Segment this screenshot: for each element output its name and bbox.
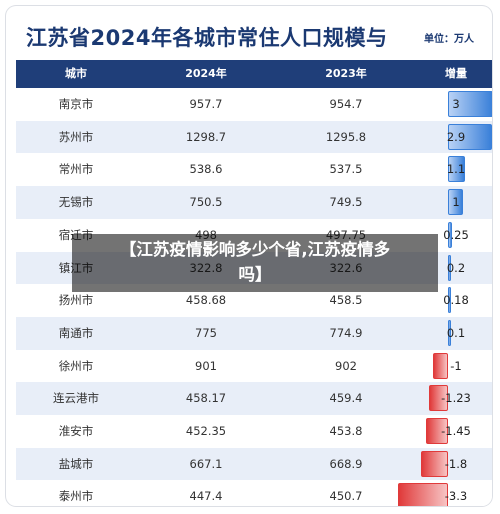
population-2024: 775 [136, 317, 276, 350]
table-header-row: 城市 2024年 2023年 增量 [16, 60, 492, 88]
delta-value: 0.1 [416, 317, 492, 350]
delta-value: -1 [416, 350, 492, 383]
table-row: 苏州市 1298.7 1295.8 2.9 [16, 121, 492, 154]
table-row: 盐城市 667.1 668.9 -1.8 [16, 448, 492, 481]
population-2023: 749.5 [276, 186, 416, 219]
city-name: 连云港市 [16, 382, 136, 415]
population-2024: 452.35 [136, 415, 276, 448]
delta-value: 3 [416, 88, 492, 121]
city-name: 徐州市 [16, 350, 136, 383]
column-header-delta: 增量 [416, 60, 492, 88]
unit-label: 单位：万人 [424, 30, 474, 45]
population-2024: 957.7 [136, 88, 276, 121]
city-name: 南通市 [16, 317, 136, 350]
population-2024: 750.5 [136, 186, 276, 219]
delta-value: -1.8 [416, 448, 492, 481]
table-row: 徐州市 901 902 -1 [16, 350, 492, 383]
population-2024: 458.17 [136, 382, 276, 415]
population-2023: 537.5 [276, 153, 416, 186]
population-2023: 774.9 [276, 317, 416, 350]
delta-value: -1.45 [416, 415, 492, 448]
city-name: 泰州市 [16, 480, 136, 506]
caption-overlay: 【江苏疫情影响多少个省,江苏疫情多 吗】 [72, 234, 438, 292]
city-name: 南京市 [16, 88, 136, 121]
table-row: 连云港市 458.17 459.4 -1.23 [16, 382, 492, 415]
population-2024: 447.4 [136, 480, 276, 506]
delta-value: 2.9 [416, 121, 492, 154]
city-name: 苏州市 [16, 121, 136, 154]
population-2023: 668.9 [276, 448, 416, 481]
population-2023: 954.7 [276, 88, 416, 121]
infographic-card: 江苏省2024年各城市常住人口规模与变化 单位：万人 城市 2024年 2023… [6, 6, 492, 506]
city-name: 盐城市 [16, 448, 136, 481]
column-header-2024: 2024年 [136, 60, 276, 88]
page-title: 江苏省2024年各城市常住人口规模与变化 [26, 18, 406, 58]
table-row: 南京市 957.7 954.7 3 [16, 88, 492, 121]
population-2023: 459.4 [276, 382, 416, 415]
delta-value: 1.1 [416, 153, 492, 186]
population-2023: 1295.8 [276, 121, 416, 154]
city-name: 淮安市 [16, 415, 136, 448]
city-name: 无锡市 [16, 186, 136, 219]
caption-text: 【江苏疫情影响多少个省,江苏疫情多 吗】 [72, 237, 438, 287]
population-2023: 453.8 [276, 415, 416, 448]
population-2024: 667.1 [136, 448, 276, 481]
delta-value: -1.23 [416, 382, 492, 415]
population-2023: 902 [276, 350, 416, 383]
table-row: 淮安市 452.35 453.8 -1.45 [16, 415, 492, 448]
table-row: 常州市 538.6 537.5 1.1 [16, 153, 492, 186]
population-2024: 901 [136, 350, 276, 383]
delta-value: 1 [416, 186, 492, 219]
population-2024: 1298.7 [136, 121, 276, 154]
city-name: 常州市 [16, 153, 136, 186]
table-row: 南通市 775 774.9 0.1 [16, 317, 492, 350]
population-2023: 450.7 [276, 480, 416, 506]
delta-value: -3.3 [416, 480, 492, 506]
table-row: 无锡市 750.5 749.5 1 [16, 186, 492, 219]
column-header-2023: 2023年 [276, 60, 416, 88]
column-header-city: 城市 [16, 60, 136, 88]
population-2024: 538.6 [136, 153, 276, 186]
table-row: 泰州市 447.4 450.7 -3.3 [16, 480, 492, 506]
